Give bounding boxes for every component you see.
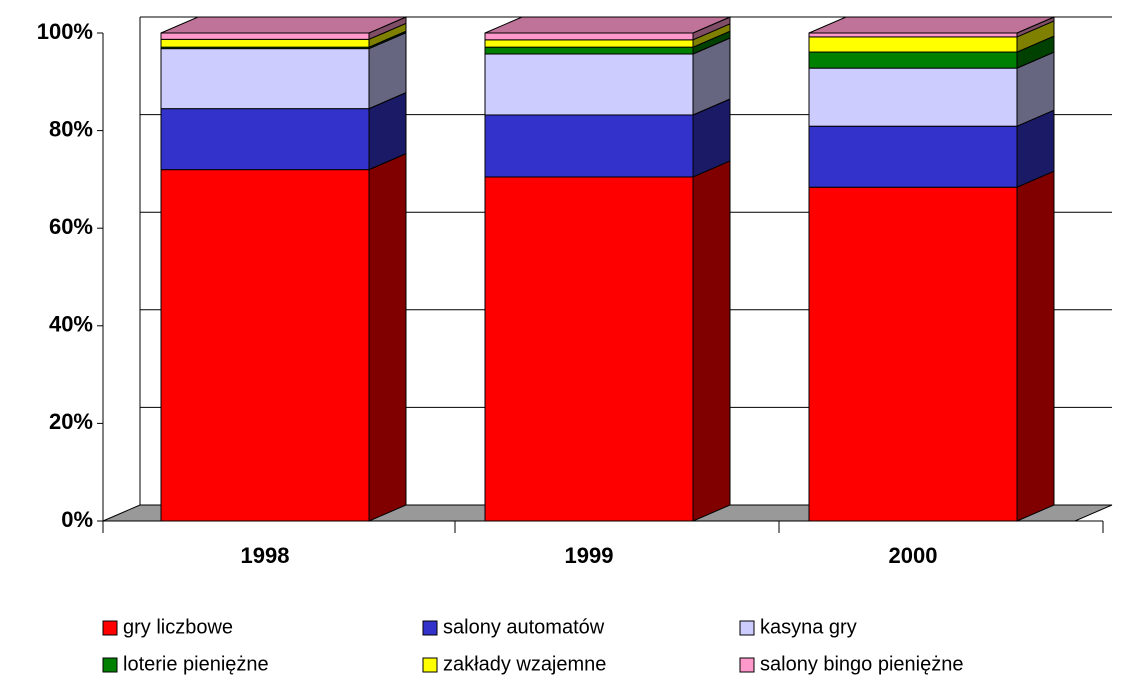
y-tick-label: 60% xyxy=(49,214,93,239)
legend-label: kasyna gry xyxy=(760,616,857,638)
bar xyxy=(808,36,1018,53)
y-tick-label: 100% xyxy=(37,19,93,44)
y-tick-label: 80% xyxy=(49,116,93,141)
x-tick-label: 1998 xyxy=(241,543,290,568)
bar xyxy=(484,53,694,116)
bar xyxy=(484,39,694,48)
legend-label: salony bingo pieniężne xyxy=(760,653,964,675)
legend-swatch xyxy=(102,620,118,636)
bar xyxy=(808,32,1018,38)
bar xyxy=(808,186,1018,522)
legend-label: gry liczbowe xyxy=(123,616,233,638)
y-tick-label: 20% xyxy=(49,409,93,434)
bar-side xyxy=(1016,170,1055,522)
legend-label: salony automatów xyxy=(443,616,605,638)
bar xyxy=(484,176,694,522)
bar-side xyxy=(692,160,731,522)
bar xyxy=(160,108,370,171)
legend-swatch xyxy=(739,657,755,673)
bar-top xyxy=(160,16,407,34)
bar xyxy=(160,48,370,110)
bar xyxy=(484,46,694,55)
bar xyxy=(160,32,370,40)
legend-swatch xyxy=(102,657,118,673)
bar xyxy=(484,32,694,41)
legend-label: zakłady wzajemne xyxy=(443,653,606,675)
x-tick-label: 1999 xyxy=(565,543,614,568)
bar xyxy=(808,51,1018,69)
legend-swatch xyxy=(422,620,438,636)
bar xyxy=(808,67,1018,127)
bar xyxy=(160,38,370,48)
bar xyxy=(160,169,370,522)
y-tick-label: 0% xyxy=(61,507,93,532)
bar-side xyxy=(368,152,407,522)
bar-top xyxy=(808,16,1055,34)
legend-swatch xyxy=(422,657,438,673)
bar xyxy=(808,125,1018,188)
y-tick-label: 40% xyxy=(49,312,93,337)
x-tick-label: 2000 xyxy=(889,543,938,568)
legend-swatch xyxy=(739,620,755,636)
bar-top xyxy=(484,16,731,34)
bar xyxy=(484,114,694,178)
legend-label: loterie pieniężne xyxy=(123,653,269,675)
